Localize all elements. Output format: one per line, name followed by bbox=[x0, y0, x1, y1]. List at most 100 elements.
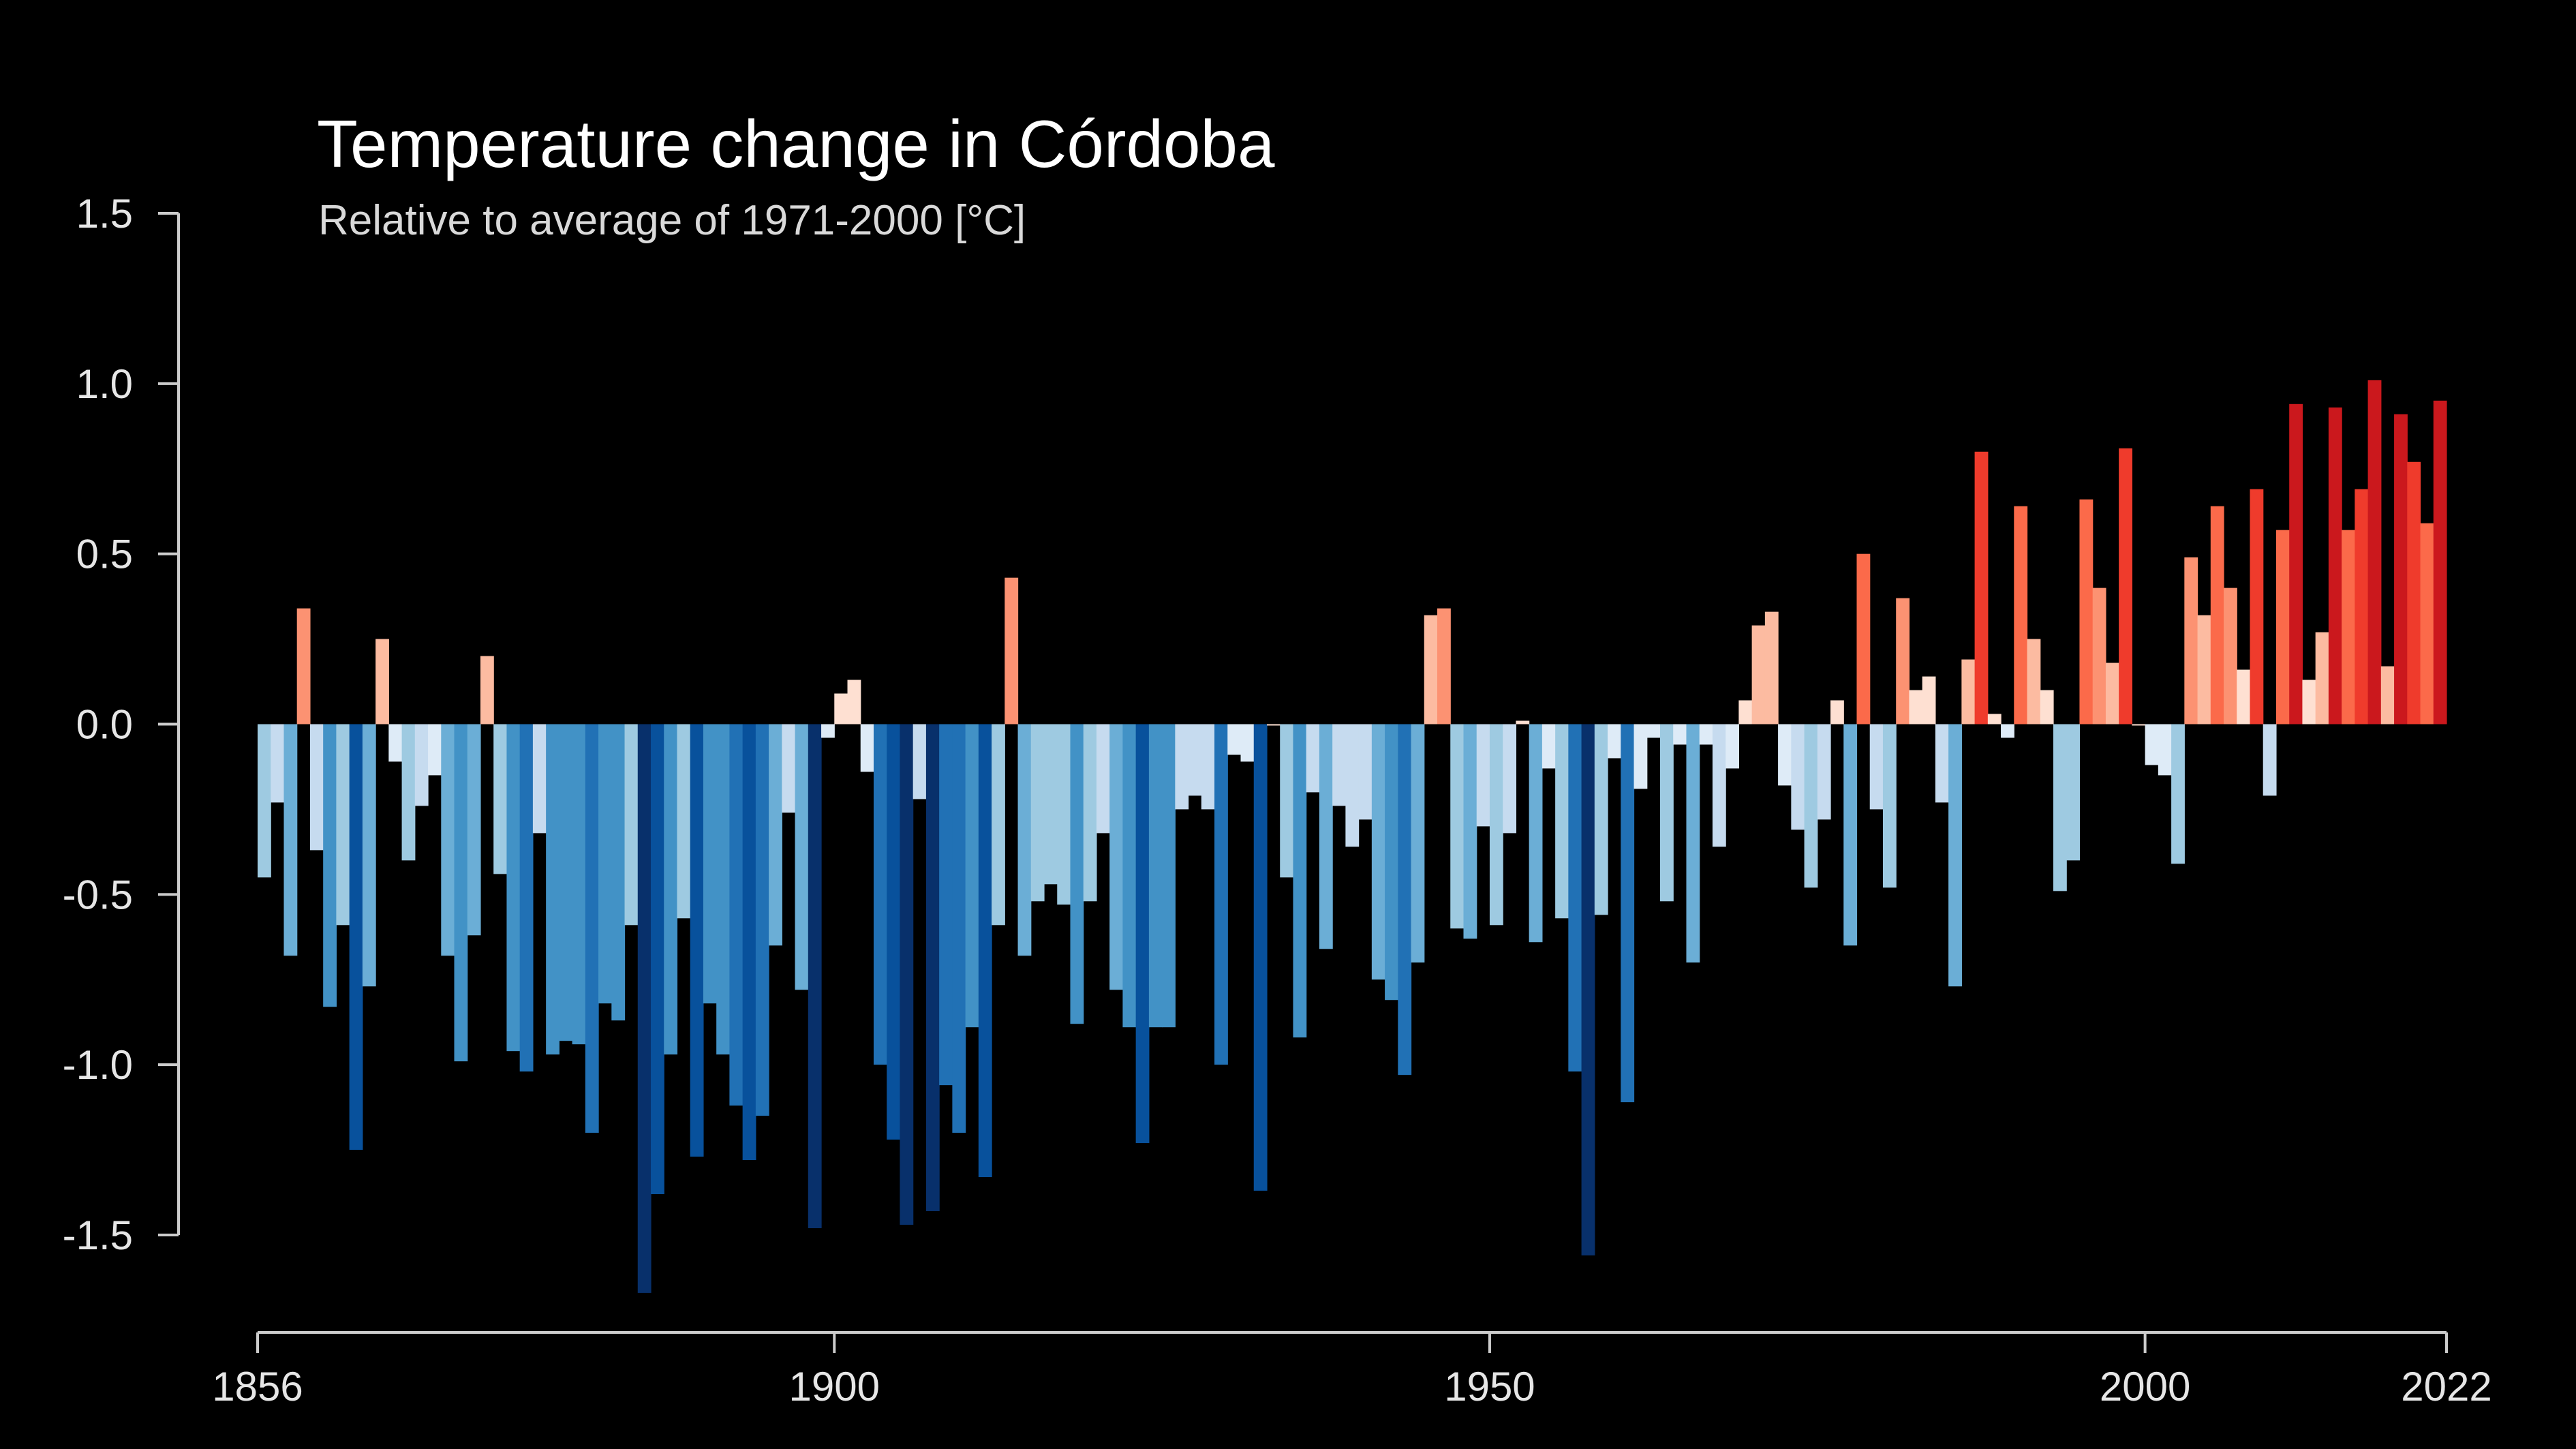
bar-1991 bbox=[2027, 639, 2041, 724]
bar-1916 bbox=[1044, 724, 1058, 885]
bar-1869 bbox=[428, 724, 442, 776]
bar-1958 bbox=[1594, 724, 1608, 915]
bars-group bbox=[258, 380, 2447, 1293]
bar-2004 bbox=[2197, 615, 2211, 724]
bar-1932 bbox=[1253, 724, 1268, 1191]
bar-1950 bbox=[1489, 724, 1503, 926]
bar-1903 bbox=[873, 724, 887, 1065]
bar-1963 bbox=[1659, 724, 1674, 902]
bar-2013 bbox=[2315, 632, 2329, 724]
bar-1866 bbox=[388, 724, 403, 762]
bar-1928 bbox=[1201, 724, 1215, 810]
bar-1881 bbox=[585, 724, 599, 1133]
x-tick-label: 2022 bbox=[2401, 1364, 2491, 1409]
bar-1890 bbox=[703, 724, 717, 1004]
bar-1986 bbox=[1961, 659, 1976, 724]
bar-1948 bbox=[1463, 724, 1477, 939]
bar-1947 bbox=[1450, 724, 1465, 929]
bar-1983 bbox=[1922, 676, 1936, 724]
bar-1867 bbox=[401, 724, 416, 861]
bar-1945 bbox=[1424, 615, 1438, 724]
y-tick-label: 1.5 bbox=[76, 191, 133, 237]
bar-1966 bbox=[1699, 724, 1713, 745]
bar-1912 bbox=[992, 724, 1005, 926]
bar-1900 bbox=[834, 693, 848, 724]
bar-1861 bbox=[323, 724, 337, 1007]
y-tick-label: 1.0 bbox=[76, 361, 133, 407]
bar-1878 bbox=[546, 724, 559, 1055]
bar-1882 bbox=[598, 724, 612, 1004]
bar-1857 bbox=[271, 724, 285, 803]
bar-1929 bbox=[1214, 724, 1228, 1065]
bar-1967 bbox=[1712, 724, 1726, 847]
bar-1977 bbox=[1843, 724, 1858, 946]
bar-1862 bbox=[336, 724, 350, 926]
y-axis: 1.5 1.0 0.5 0.0 -0.5 -1.0 -1.5 bbox=[63, 191, 180, 1258]
bar-1901 bbox=[847, 680, 861, 724]
bar-1880 bbox=[572, 724, 586, 1045]
bar-2017 bbox=[2367, 380, 2382, 724]
bar-1999 bbox=[2132, 724, 2146, 726]
bar-1899 bbox=[821, 724, 835, 738]
bar-1860 bbox=[309, 724, 324, 851]
bar-1897 bbox=[795, 724, 809, 990]
y-tick-label: -1.0 bbox=[63, 1042, 133, 1088]
bar-1914 bbox=[1017, 724, 1032, 956]
bar-1896 bbox=[782, 724, 796, 813]
bar-1886 bbox=[651, 724, 664, 1195]
bar-1985 bbox=[1948, 724, 1962, 987]
bar-1885 bbox=[637, 724, 651, 1293]
bar-1964 bbox=[1673, 724, 1687, 745]
bar-1979 bbox=[1869, 724, 1884, 810]
bar-1874 bbox=[493, 724, 508, 874]
bar-1995 bbox=[2079, 499, 2094, 724]
bar-1893 bbox=[742, 724, 756, 1161]
chart-subtitle: Relative to average of 1971-2000 [°C] bbox=[318, 197, 1026, 244]
bar-2006 bbox=[2224, 588, 2237, 724]
bar-1956 bbox=[1568, 724, 1582, 1072]
bar-1891 bbox=[716, 724, 730, 1055]
bar-1915 bbox=[1030, 724, 1045, 902]
bar-1917 bbox=[1057, 724, 1071, 905]
bar-1987 bbox=[1974, 451, 1989, 724]
bar-1865 bbox=[375, 639, 389, 724]
bar-1981 bbox=[1896, 598, 1910, 724]
bar-1911 bbox=[978, 724, 992, 1178]
bar-1879 bbox=[559, 724, 573, 1041]
x-tick-label: 1856 bbox=[212, 1364, 303, 1409]
bar-1968 bbox=[1726, 724, 1739, 769]
bar-1976 bbox=[1830, 700, 1844, 724]
bar-2021 bbox=[2420, 523, 2434, 724]
bar-1957 bbox=[1581, 724, 1595, 1255]
bar-1959 bbox=[1608, 724, 1621, 759]
x-tick-label: 1950 bbox=[1444, 1364, 1535, 1409]
bar-1875 bbox=[506, 724, 521, 1052]
bar-1910 bbox=[965, 724, 979, 1028]
bar-1975 bbox=[1817, 724, 1831, 820]
bar-1926 bbox=[1175, 724, 1189, 810]
bar-1972 bbox=[1778, 724, 1792, 786]
bar-1892 bbox=[729, 724, 743, 1106]
bar-1909 bbox=[952, 724, 966, 1133]
y-tick-label: 0.5 bbox=[76, 532, 133, 577]
bar-1944 bbox=[1411, 724, 1425, 963]
bar-1990 bbox=[2014, 506, 2028, 724]
bar-1946 bbox=[1437, 608, 1451, 724]
bar-1904 bbox=[887, 724, 901, 1140]
bar-1961 bbox=[1634, 724, 1648, 789]
bar-2001 bbox=[2158, 724, 2172, 776]
bar-1949 bbox=[1476, 724, 1490, 827]
bar-2010 bbox=[2275, 530, 2290, 724]
bar-1998 bbox=[2119, 448, 2132, 724]
bar-1883 bbox=[611, 724, 626, 1021]
bar-1943 bbox=[1398, 724, 1412, 1076]
bar-1905 bbox=[900, 724, 914, 1225]
bar-1859 bbox=[296, 608, 311, 724]
bar-1951 bbox=[1503, 724, 1517, 834]
bar-1871 bbox=[454, 724, 468, 1062]
y-tick-label: -0.5 bbox=[63, 872, 133, 917]
bar-1980 bbox=[1882, 724, 1897, 888]
bar-1888 bbox=[677, 724, 691, 919]
bar-2012 bbox=[2302, 680, 2316, 724]
bar-1996 bbox=[2092, 588, 2106, 724]
